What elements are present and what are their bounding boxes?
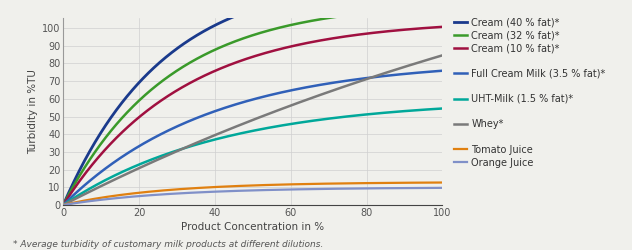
Text: * Average turbidity of customary milk products at different dilutions.: * Average turbidity of customary milk pr…: [13, 240, 323, 249]
Y-axis label: Turbidity in %TU: Turbidity in %TU: [28, 69, 38, 154]
Legend: Cream (40 % fat)*, Cream (32 % fat)*, Cream (10 % fat)*, , Full Cream Milk (3.5 : Cream (40 % fat)*, Cream (32 % fat)*, Cr…: [450, 14, 609, 172]
X-axis label: Product Concentration in %: Product Concentration in %: [181, 222, 324, 232]
